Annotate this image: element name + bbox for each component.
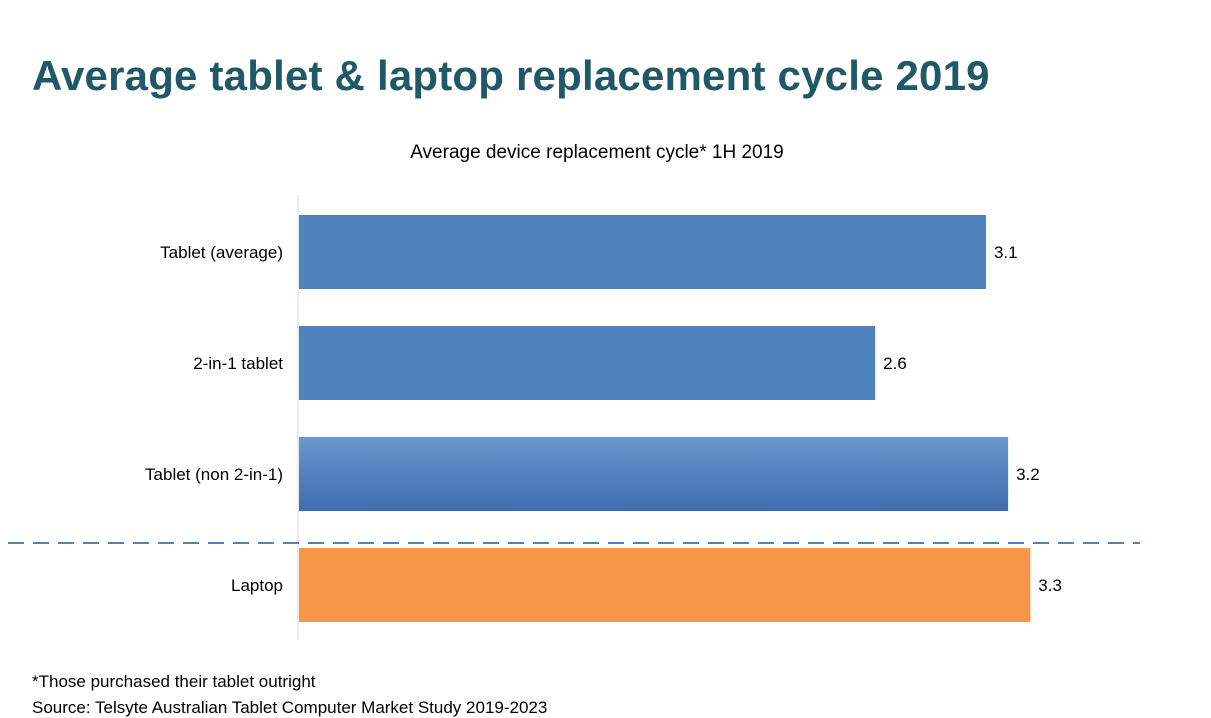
data-label: 2.6 bbox=[883, 354, 907, 373]
chart-title: Average device replacement cycle* 1H 201… bbox=[410, 142, 784, 163]
category-label: Laptop bbox=[231, 576, 283, 595]
category-label: 2-in-1 tablet bbox=[193, 354, 283, 373]
bar-tablet-average bbox=[299, 215, 986, 289]
data-label: 3.1 bbox=[994, 243, 1018, 262]
data-label: 3.2 bbox=[1016, 465, 1040, 484]
bar-tablet-non-2-in-1 bbox=[299, 437, 1009, 511]
page-title: Average tablet & laptop replacement cycl… bbox=[32, 52, 990, 99]
data-label: 3.3 bbox=[1038, 576, 1062, 595]
bar-laptop bbox=[299, 548, 1031, 622]
category-label: Tablet (non 2-in-1) bbox=[145, 465, 283, 484]
category-label: Tablet (average) bbox=[160, 243, 283, 262]
bar-2-in-1-tablet bbox=[299, 326, 876, 400]
footnote-note: *Those purchased their tablet outright bbox=[32, 672, 316, 691]
footnote-source: Source: Telsyte Australian Tablet Comput… bbox=[32, 698, 548, 717]
